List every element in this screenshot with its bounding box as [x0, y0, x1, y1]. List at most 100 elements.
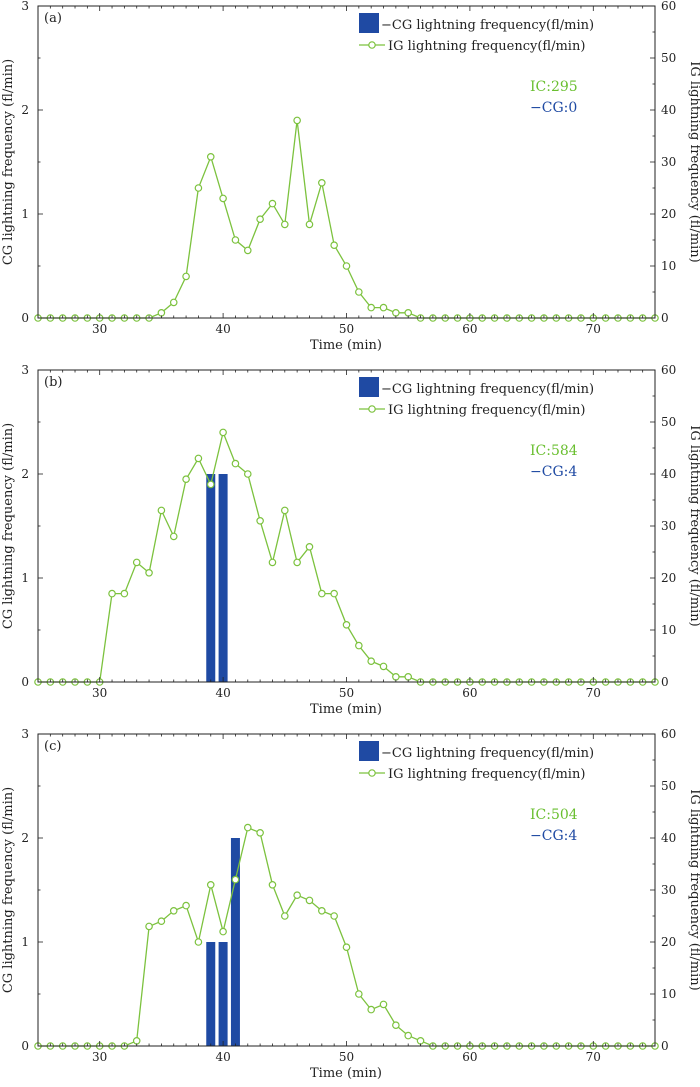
legend-line-label: IG lightning frequency(fl/min)	[388, 767, 585, 782]
y-left-tick-label: 2	[21, 103, 29, 117]
ig-point	[404, 672, 413, 681]
cg-count: −CG:0	[530, 100, 577, 116]
ig-point	[416, 1037, 425, 1045]
x-tick-label: 30	[92, 322, 107, 336]
ig-point	[169, 298, 178, 307]
legend: −CG lightning frequency(fl/min) IG lightn…	[359, 13, 594, 54]
y-left-tick-label: 0	[21, 675, 29, 689]
ig-point	[355, 288, 363, 296]
y-left-tick-label: 2	[21, 831, 29, 845]
cg-bar	[206, 474, 216, 682]
ig-point	[342, 262, 351, 270]
legend-line-marker	[368, 41, 376, 49]
y-right-tick-label: 20	[661, 935, 676, 949]
x-axis-label: Time (min)	[310, 1066, 382, 1081]
ig-point	[243, 246, 252, 255]
ig-point	[305, 542, 314, 551]
ig-point	[132, 1037, 141, 1045]
ig-point	[342, 943, 351, 952]
y-left-axis-label: CG lightning frequency (fl/min)	[1, 787, 16, 993]
ig-point	[231, 459, 240, 468]
y-right-tick-label: 50	[661, 415, 676, 429]
ig-point	[293, 891, 301, 900]
legend-bar-swatch	[359, 13, 379, 33]
ig-point	[268, 199, 277, 208]
y-right-axis-label: IG lightning frequency (fl/min)	[687, 425, 700, 627]
y-left-tick-label: 3	[21, 363, 29, 377]
y-left-tick-label: 3	[21, 727, 29, 741]
x-tick-label: 60	[462, 686, 477, 700]
x-tick-label: 60	[462, 322, 477, 336]
ig-point	[243, 823, 252, 832]
legend-line-marker	[368, 405, 376, 413]
ic-count: IC:504	[530, 807, 578, 823]
y-left-tick-label: 3	[21, 0, 29, 13]
x-tick-label: 30	[92, 1050, 107, 1064]
ig-point	[206, 880, 215, 889]
y-right-axis-label: IG lightning frequency (fl/min)	[687, 61, 700, 263]
ig-point	[318, 589, 326, 598]
ig-point	[280, 506, 289, 515]
x-axis-label: Time (min)	[310, 338, 382, 353]
ig-point	[318, 906, 326, 915]
ig-point	[355, 641, 363, 650]
ig-point	[219, 927, 227, 936]
legend: −CG lightning frequency(fl/min) IG lightn…	[359, 377, 594, 418]
y-right-tick-label: 0	[661, 675, 669, 689]
x-tick-label: 70	[586, 322, 601, 336]
ig-point	[330, 589, 338, 598]
y-right-tick-label: 10	[661, 259, 676, 273]
y-left-tick-label: 0	[21, 311, 29, 325]
ig-point	[145, 568, 153, 577]
ig-point	[194, 184, 203, 192]
ig-point	[182, 475, 190, 484]
x-tick-label: 40	[215, 686, 230, 700]
x-tick-label: 60	[462, 1050, 477, 1064]
ig-point	[392, 672, 400, 681]
ig-point	[194, 454, 203, 463]
legend-line-label: IG lightning frequency(fl/min)	[388, 39, 585, 54]
ig-point	[120, 589, 129, 598]
legend: −CG lightning frequency(fl/min) IG lightn…	[359, 741, 594, 782]
y-right-tick-label: 50	[661, 51, 676, 65]
ig-point	[256, 828, 264, 837]
y-right-tick-label: 0	[661, 1039, 669, 1053]
legend-line-label: IG lightning frequency(fl/min)	[388, 403, 585, 418]
cg-count: −CG:4	[530, 464, 577, 480]
x-tick-label: 50	[339, 1050, 354, 1064]
legend-bar-label: −CG lightning frequency(fl/min)	[381, 18, 594, 33]
ig-point	[108, 589, 116, 598]
y-right-tick-label: 50	[661, 779, 676, 793]
ig-point	[182, 272, 190, 281]
ig-point	[157, 506, 166, 515]
ig-point	[243, 470, 252, 478]
ig-point	[268, 880, 277, 889]
ig-point	[182, 901, 190, 910]
ig-point	[231, 236, 240, 244]
y-left-axis-label: CG lightning frequency (fl/min)	[1, 423, 16, 629]
ig-point	[305, 896, 314, 905]
y-right-tick-label: 30	[661, 883, 676, 897]
ig-point	[293, 558, 301, 567]
y-right-tick-label: 30	[661, 519, 676, 533]
legend-bar-label: −CG lightning frequency(fl/min)	[381, 382, 594, 397]
ig-point	[379, 662, 388, 671]
x-axis-label: Time (min)	[310, 702, 382, 717]
ig-point	[330, 912, 338, 920]
ic-count: IC:584	[530, 443, 578, 459]
panel-label: (b)	[44, 375, 62, 390]
cg-bar	[218, 942, 228, 1046]
ig-point	[305, 220, 314, 229]
ig-point	[206, 153, 215, 161]
ig-point	[342, 620, 351, 629]
cg-bar	[230, 838, 240, 1046]
ig-point	[268, 558, 277, 567]
y-left-tick-label: 2	[21, 467, 29, 481]
ig-point	[379, 1000, 388, 1009]
ig-line	[38, 120, 655, 319]
ig-point	[256, 516, 264, 525]
ig-point	[194, 938, 203, 946]
